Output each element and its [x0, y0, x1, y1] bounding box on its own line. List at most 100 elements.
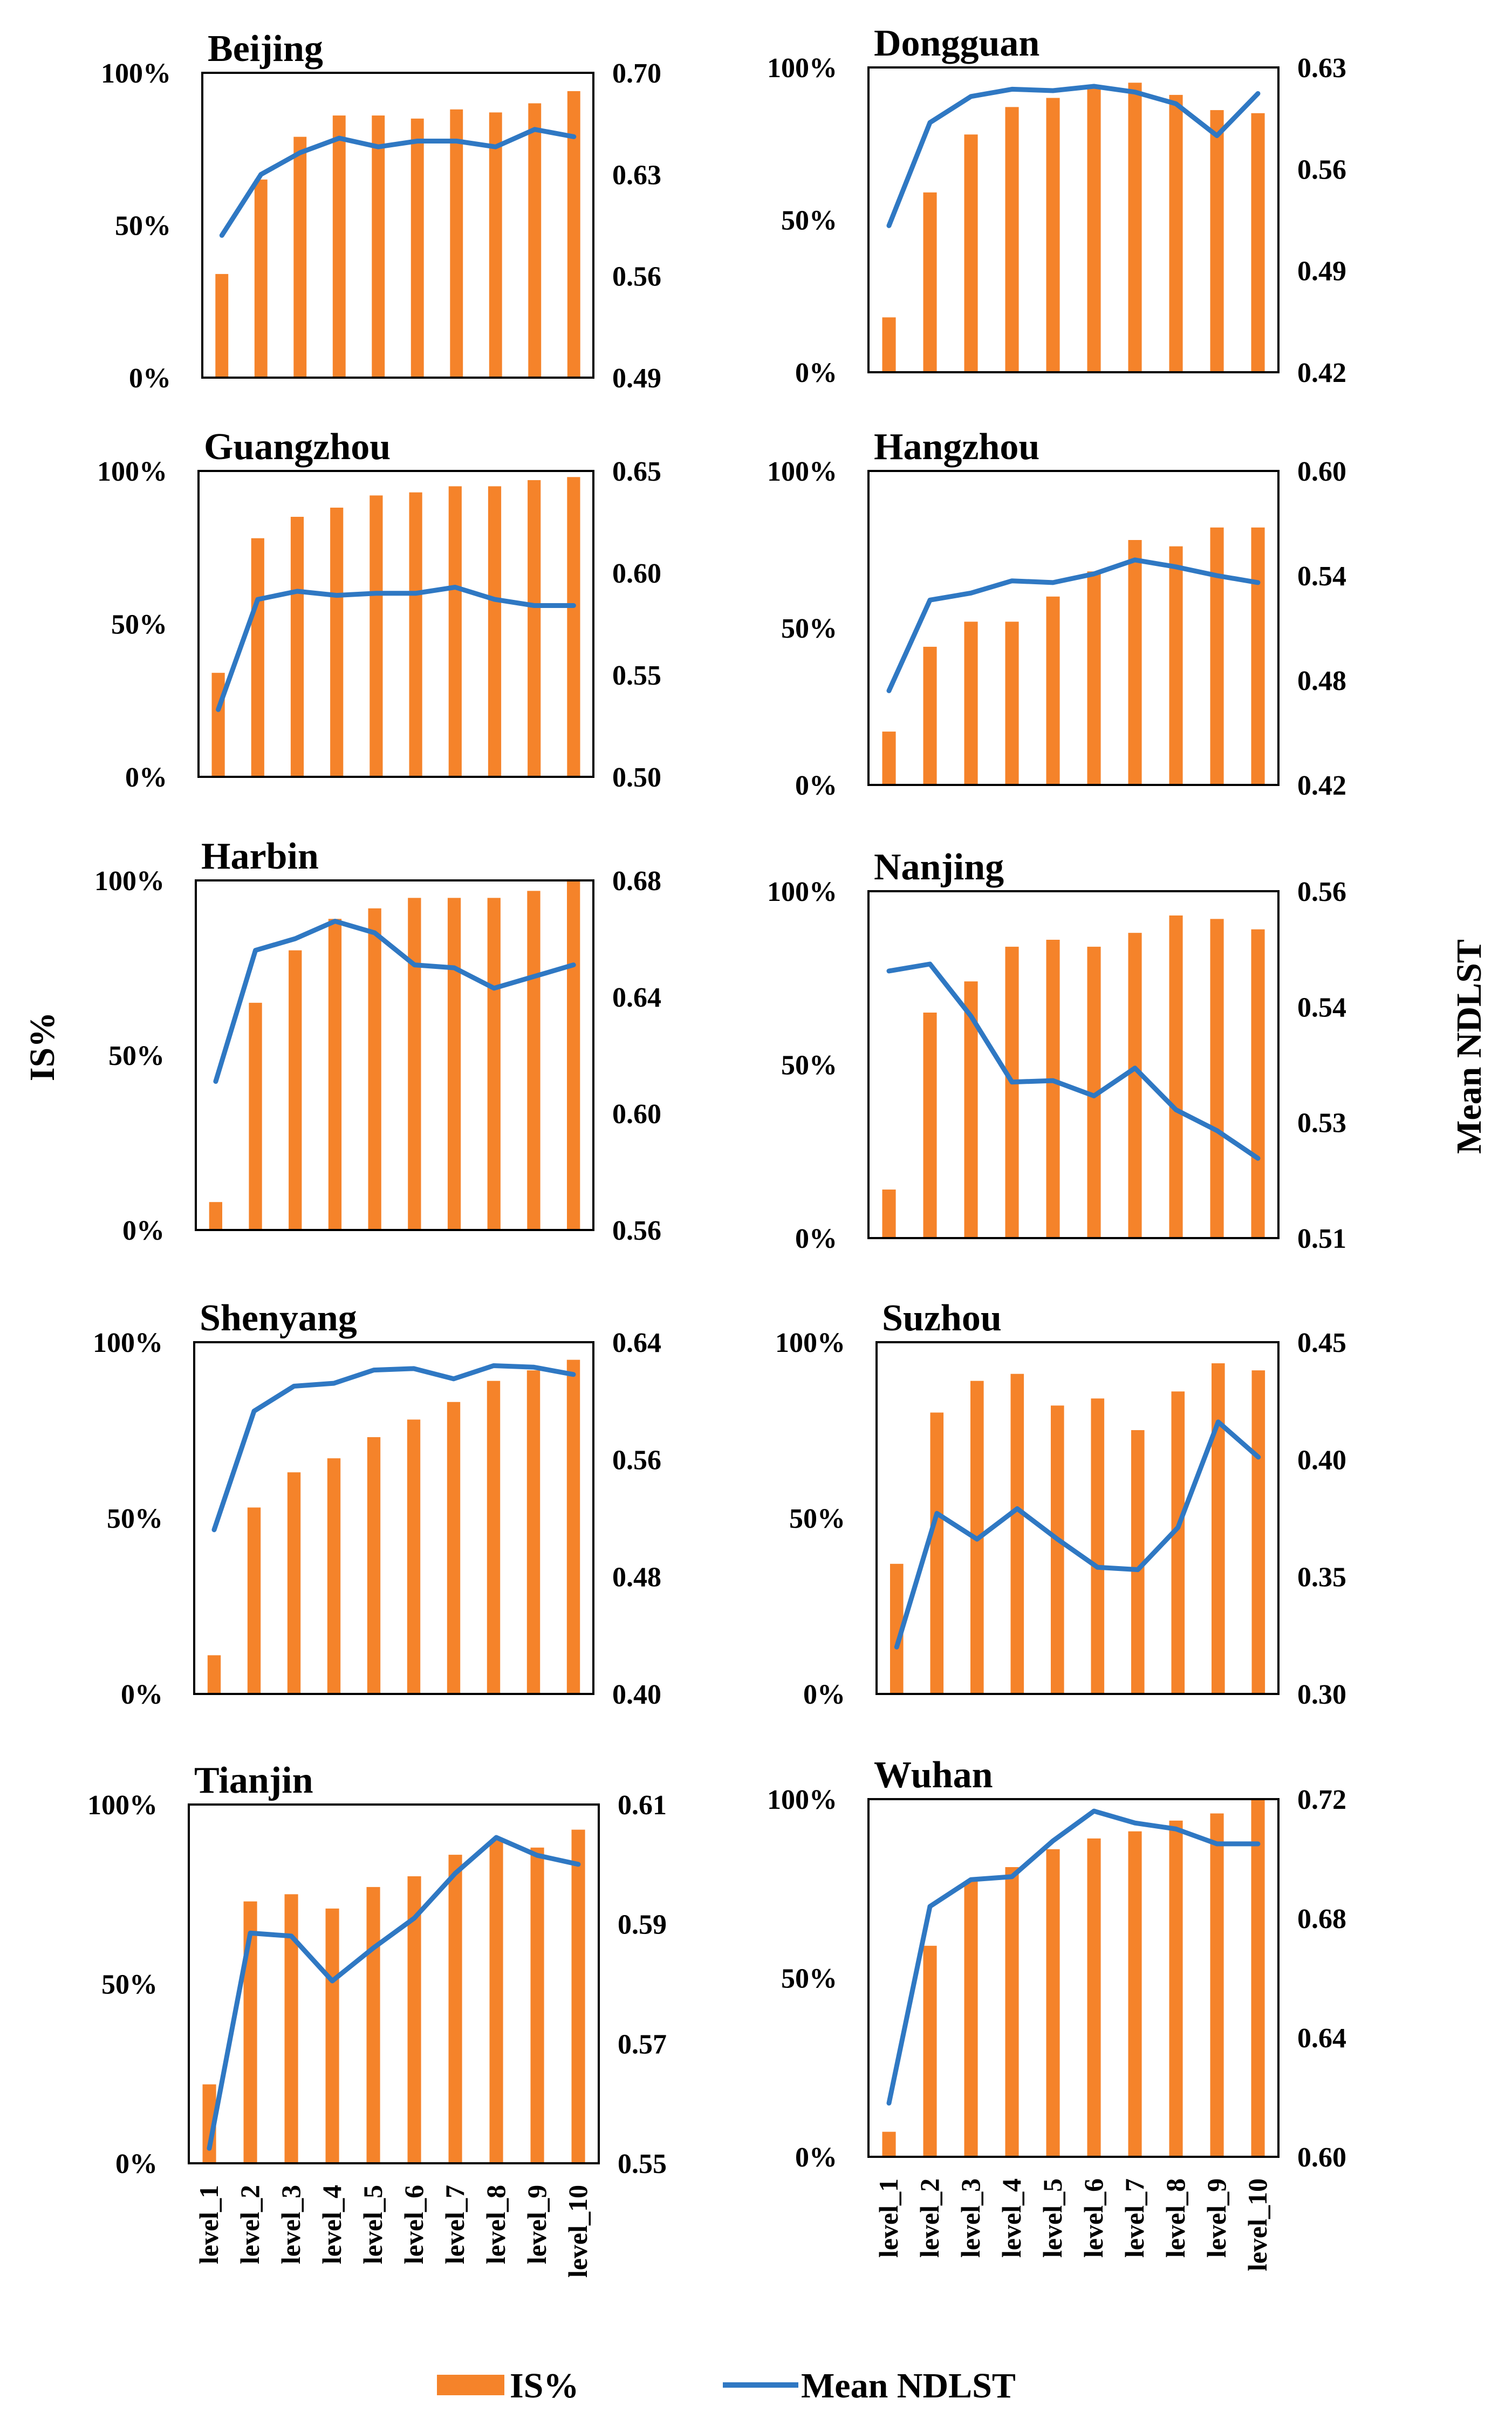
bar-level_3 — [290, 517, 304, 777]
bar-level_4 — [1010, 1373, 1024, 1694]
bar-level_6 — [1087, 571, 1101, 785]
bar-level_7 — [447, 898, 461, 1230]
category-label: level_4 — [996, 2178, 1027, 2258]
category-label: level_8 — [481, 2185, 511, 2264]
bar-series — [209, 880, 580, 1230]
category-label: level_5 — [358, 2185, 388, 2264]
ndlst-line — [886, 961, 1261, 1161]
left-tick-label: 50% — [115, 211, 171, 242]
right-tick-label: 0.57 — [618, 2029, 667, 2060]
bar-level_9 — [528, 103, 542, 378]
bar-level_8 — [1169, 1820, 1183, 2157]
chart-title: Guangzhou — [204, 426, 391, 468]
bar-level_9 — [528, 480, 541, 777]
bar-level_8 — [487, 1381, 501, 1694]
chart-panel-suzhou: Suzhou 0% 50% 100% 0.30 0.35 0.40 0.45 — [775, 1297, 1346, 1710]
plot-frame — [197, 470, 594, 778]
bar-level_7 — [450, 109, 463, 378]
bar-level_10 — [1251, 1799, 1265, 2157]
legend-bar-swatch — [437, 2375, 504, 2395]
chart-title: Tianjin — [194, 1760, 313, 1801]
plot-frame — [867, 890, 1280, 1239]
bar-level_1 — [882, 317, 896, 372]
right-tick-label: 0.60 — [612, 558, 661, 589]
bar-level_5 — [368, 908, 381, 1230]
bar-level_5 — [370, 495, 383, 777]
plot-frame — [195, 879, 594, 1231]
bar-level_9 — [1210, 110, 1224, 372]
left-tick-label: 100% — [93, 1328, 163, 1358]
bar-level_6 — [408, 898, 421, 1230]
ndlst-line — [216, 585, 576, 712]
category-label: level_8 — [1160, 2178, 1191, 2258]
legend-bar-label: IS% — [510, 2366, 579, 2406]
bar-level_7 — [448, 1855, 462, 2163]
bar-level_1 — [207, 1655, 221, 1694]
bar-level_6 — [1087, 1838, 1101, 2157]
bar-level_10 — [567, 477, 580, 777]
bar-level_5 — [1046, 98, 1060, 372]
right-tick-label: 0.40 — [612, 1679, 661, 1710]
bar-level_7 — [1128, 1831, 1142, 2157]
bar-level_4 — [325, 1908, 339, 2163]
bar-level_2 — [930, 1412, 944, 1694]
left-tick-label: 0% — [121, 1679, 163, 1710]
bar-level_5 — [366, 1887, 380, 2163]
line-series — [886, 961, 1261, 1161]
left-tick-label: 100% — [767, 53, 837, 84]
bar-level_1 — [882, 732, 896, 785]
right-tick-label: 0.63 — [612, 160, 661, 190]
bar-level_6 — [1087, 85, 1101, 372]
right-tick-label: 0.56 — [612, 1215, 661, 1246]
chart-panel-shenyang: Shenyang 0% 50% 100% 0.40 0.48 0.56 0.64 — [93, 1297, 661, 1710]
bar-level_2 — [923, 1945, 937, 2157]
line-series — [219, 127, 577, 238]
bar-series — [211, 477, 580, 777]
left-tick-label: 50% — [108, 1041, 165, 1071]
chart-title: Hangzhou — [874, 426, 1039, 468]
ndlst-line — [886, 1808, 1261, 2106]
category-label: level_6 — [1078, 2178, 1109, 2258]
chart-panel-nanjing: Nanjing 0% 50% 100% 0.51 0.53 0.54 0.56 — [767, 846, 1346, 1254]
ndlst-line — [886, 84, 1261, 228]
bar-level_4 — [1005, 1867, 1019, 2157]
left-tick-label: 50% — [781, 613, 837, 644]
left-tick-label: 100% — [94, 866, 165, 897]
left-tick-label: 100% — [775, 1328, 845, 1358]
chart-title: Nanjing — [874, 846, 1004, 888]
chart-title: Suzhou — [882, 1297, 1002, 1339]
bar-series — [207, 1359, 580, 1694]
left-tick-label: 0% — [795, 2142, 837, 2173]
bar-level_5 — [372, 115, 385, 378]
bar-level_10 — [1251, 527, 1265, 785]
bar-level_2 — [254, 179, 268, 378]
category-label: level_10 — [1242, 2178, 1272, 2271]
bar-level_2 — [923, 192, 937, 372]
right-axis-title: Mean NDLST — [1449, 939, 1489, 1154]
chart-panel-harbin: Harbin 0% 50% 100% 0.56 0.60 0.64 0.68 — [94, 836, 661, 1246]
right-tick-label: 0.64 — [612, 982, 661, 1013]
bar-level_4 — [1005, 107, 1019, 372]
bar-level_4 — [1005, 946, 1019, 1238]
bar-level_2 — [923, 1013, 937, 1238]
plot-frame — [875, 1341, 1280, 1695]
bar-level_7 — [448, 486, 462, 777]
line-series — [894, 1419, 1261, 1650]
bar-level_9 — [1212, 1363, 1225, 1694]
bar-level_8 — [1169, 94, 1183, 372]
left-tick-label: 100% — [767, 877, 837, 907]
plot-frame — [867, 1798, 1280, 2158]
category-label: level_9 — [522, 2185, 552, 2264]
right-tick-label: 0.42 — [1297, 770, 1346, 801]
chart-title: Shenyang — [200, 1297, 357, 1339]
bar-level_9 — [526, 1370, 541, 1694]
legend-line-label: Mean NDLST — [801, 2366, 1016, 2406]
category-label: level_1 — [873, 2178, 904, 2258]
ndlst-line — [219, 127, 577, 238]
line-series — [886, 84, 1261, 228]
chart-panel-hangzhou: Hangzhou 0% 50% 100% 0.42 0.48 0.54 0.60 — [767, 426, 1346, 801]
bar-level_10 — [566, 1359, 580, 1694]
bar-series — [882, 1799, 1265, 2157]
category-label: level_9 — [1201, 2178, 1232, 2258]
bar-level_2 — [249, 1002, 262, 1230]
